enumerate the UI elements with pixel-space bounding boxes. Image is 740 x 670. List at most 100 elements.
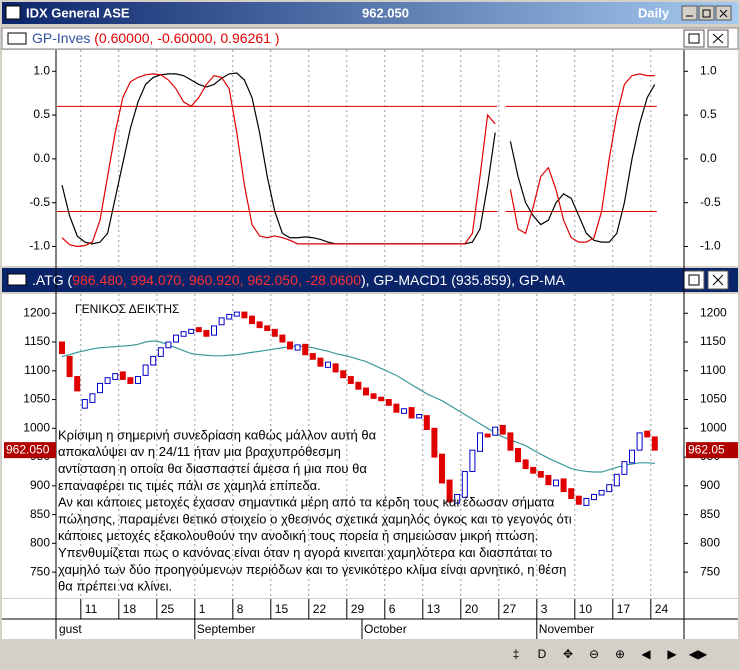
candle-body — [271, 328, 278, 337]
candle-body — [165, 341, 172, 349]
candle-body — [385, 399, 392, 406]
candle-body — [241, 311, 248, 319]
candle-body — [317, 357, 324, 367]
toolbar-button[interactable] — [687, 644, 709, 664]
candle-body — [211, 325, 217, 336]
date-label: 22 — [313, 602, 327, 616]
candle-body — [454, 493, 461, 504]
y-tick-label: 1200 — [700, 305, 727, 319]
chart-title: ΓΕΝΙΚΟΣ ΔΕΙΚΤΗΣ — [75, 302, 179, 316]
toolbar-button[interactable] — [609, 644, 631, 664]
month-label: September — [197, 622, 256, 636]
toolbar-button[interactable] — [557, 644, 579, 664]
y-tick-label: 1100 — [24, 363, 50, 377]
candle-body — [484, 433, 491, 438]
candle-body — [431, 427, 438, 458]
toolbar-button[interactable] — [531, 644, 553, 664]
toolbar-button[interactable] — [661, 644, 683, 664]
candle-body — [613, 473, 620, 487]
toolbar-button[interactable] — [635, 644, 657, 664]
date-label: 18 — [123, 602, 137, 616]
comment-line: αποκαλύψει αν η 24/11 ήταν μια βραχυπρόθ… — [58, 444, 341, 459]
toolbar-button[interactable] — [583, 644, 605, 664]
y-tick-label: 750 — [700, 564, 720, 578]
y-tick-label: 800 — [30, 536, 50, 550]
panel-icon — [7, 273, 27, 286]
date-label: 27 — [503, 602, 517, 616]
toolbar-glyph: ✥ — [563, 647, 573, 661]
candle-body — [553, 479, 559, 487]
candle-body — [560, 478, 567, 493]
y-tick-label: 900 — [30, 478, 50, 492]
candle-body — [302, 343, 309, 356]
candle-body — [226, 313, 233, 320]
y-tick-label: 1050 — [23, 392, 50, 406]
maximize-button[interactable] — [698, 5, 715, 21]
candle-body — [188, 328, 195, 334]
date-label: 13 — [427, 602, 441, 616]
candle-body — [119, 371, 126, 380]
window-price: 962.050 — [362, 5, 409, 20]
panel-restore[interactable] — [683, 270, 705, 290]
candle-body — [446, 479, 453, 503]
candle-body — [89, 393, 96, 403]
y-tick-label: -1.0 — [700, 239, 721, 253]
date-label: 24 — [655, 602, 669, 616]
toolbar-glyph: ⊖ — [589, 647, 599, 661]
candle-body — [401, 408, 407, 414]
comment-line: αντίσταση η οποία θα διασπαστεί άμεσα ή … — [58, 461, 367, 476]
candle-body — [499, 424, 506, 435]
panel-icon — [7, 32, 27, 45]
toolbar-glyph: D — [538, 647, 547, 661]
y-tick-label: 900 — [700, 478, 720, 492]
button-glyphs — [686, 9, 728, 18]
date-label: 15 — [275, 602, 289, 616]
candle-body — [287, 341, 293, 350]
candle-body — [492, 426, 499, 436]
osc-panel — [2, 50, 738, 266]
candle-body — [355, 381, 362, 390]
candle-body — [416, 413, 423, 419]
candle-body — [568, 488, 575, 499]
month-label: gust — [59, 622, 82, 636]
y-tick-label: 1050 — [700, 392, 727, 406]
candle-body — [264, 325, 271, 332]
comment-line: χαμηλό των δύο προηγούμενων περιόδων και… — [58, 562, 566, 577]
comment-line: πώλησης, παραμένει θετικό στοιχείο ο χθε… — [58, 511, 572, 526]
month-label: October — [364, 622, 407, 636]
candle-body — [370, 393, 377, 399]
y-tick-label: 0.5 — [33, 107, 50, 121]
candle-body — [469, 449, 476, 472]
candle-body — [583, 497, 590, 506]
candle-body — [294, 344, 301, 351]
y-tick-label: 1100 — [700, 363, 726, 377]
candle-body — [439, 453, 445, 484]
candle-body — [81, 399, 88, 409]
candle-body — [363, 387, 369, 396]
date-label: 11 — [85, 602, 98, 616]
comment-line: θα πρέπει να κλίνει. — [58, 579, 172, 594]
toolbar-button[interactable] — [505, 644, 527, 664]
y-tick-label: 1.0 — [700, 63, 717, 77]
comment-line: Κρίσιμη η σημερινή συνεδρίαση καθώς μάλλ… — [58, 427, 377, 442]
osc-header-text: GP-Inves (0.60000, -0.60000, 0.96261 ) — [32, 30, 280, 46]
candle-body — [530, 466, 537, 474]
minimize-button[interactable] — [681, 5, 698, 21]
date-label: 20 — [465, 602, 479, 616]
last-badge — [4, 442, 56, 459]
candle-body — [157, 347, 164, 357]
toolbar-glyph: ◀▶ — [689, 647, 708, 661]
candle-body — [636, 432, 643, 451]
candle-body — [218, 317, 225, 326]
panel-restore[interactable] — [683, 29, 705, 48]
y-tick-label: 1150 — [24, 334, 50, 348]
window-buttons[interactable] — [681, 5, 732, 21]
month-label: November — [539, 622, 594, 636]
y-tick-label: 0.0 — [33, 151, 50, 165]
candle-body — [461, 470, 468, 498]
osc-line — [61, 73, 655, 248]
ma-line — [61, 340, 655, 473]
candle-body — [233, 311, 240, 317]
candle-body — [522, 459, 529, 470]
